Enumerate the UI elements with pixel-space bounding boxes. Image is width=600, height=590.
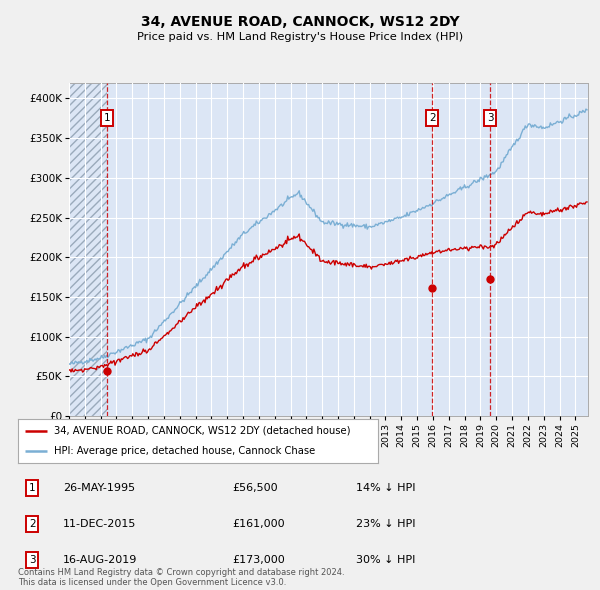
Text: 23% ↓ HPI: 23% ↓ HPI xyxy=(356,519,416,529)
Bar xyxy=(69,83,107,416)
Text: HPI: Average price, detached house, Cannock Chase: HPI: Average price, detached house, Cann… xyxy=(54,446,315,456)
Text: 26-MAY-1995: 26-MAY-1995 xyxy=(63,483,135,493)
Text: 11-DEC-2015: 11-DEC-2015 xyxy=(63,519,136,529)
Text: 1: 1 xyxy=(104,113,110,123)
Text: £173,000: £173,000 xyxy=(232,555,285,565)
Text: £161,000: £161,000 xyxy=(232,519,285,529)
Text: 2: 2 xyxy=(29,519,35,529)
Bar xyxy=(69,83,107,416)
Text: 30% ↓ HPI: 30% ↓ HPI xyxy=(356,555,416,565)
Text: 14% ↓ HPI: 14% ↓ HPI xyxy=(356,483,416,493)
Text: 16-AUG-2019: 16-AUG-2019 xyxy=(63,555,137,565)
Text: 2: 2 xyxy=(429,113,436,123)
Text: 3: 3 xyxy=(487,113,494,123)
Text: 34, AVENUE ROAD, CANNOCK, WS12 2DY: 34, AVENUE ROAD, CANNOCK, WS12 2DY xyxy=(140,15,460,29)
Text: Contains HM Land Registry data © Crown copyright and database right 2024.
This d: Contains HM Land Registry data © Crown c… xyxy=(18,568,344,587)
Text: 34, AVENUE ROAD, CANNOCK, WS12 2DY (detached house): 34, AVENUE ROAD, CANNOCK, WS12 2DY (deta… xyxy=(54,426,350,436)
Text: 1: 1 xyxy=(29,483,35,493)
Text: 3: 3 xyxy=(29,555,35,565)
Text: Price paid vs. HM Land Registry's House Price Index (HPI): Price paid vs. HM Land Registry's House … xyxy=(137,32,463,42)
Text: £56,500: £56,500 xyxy=(232,483,278,493)
